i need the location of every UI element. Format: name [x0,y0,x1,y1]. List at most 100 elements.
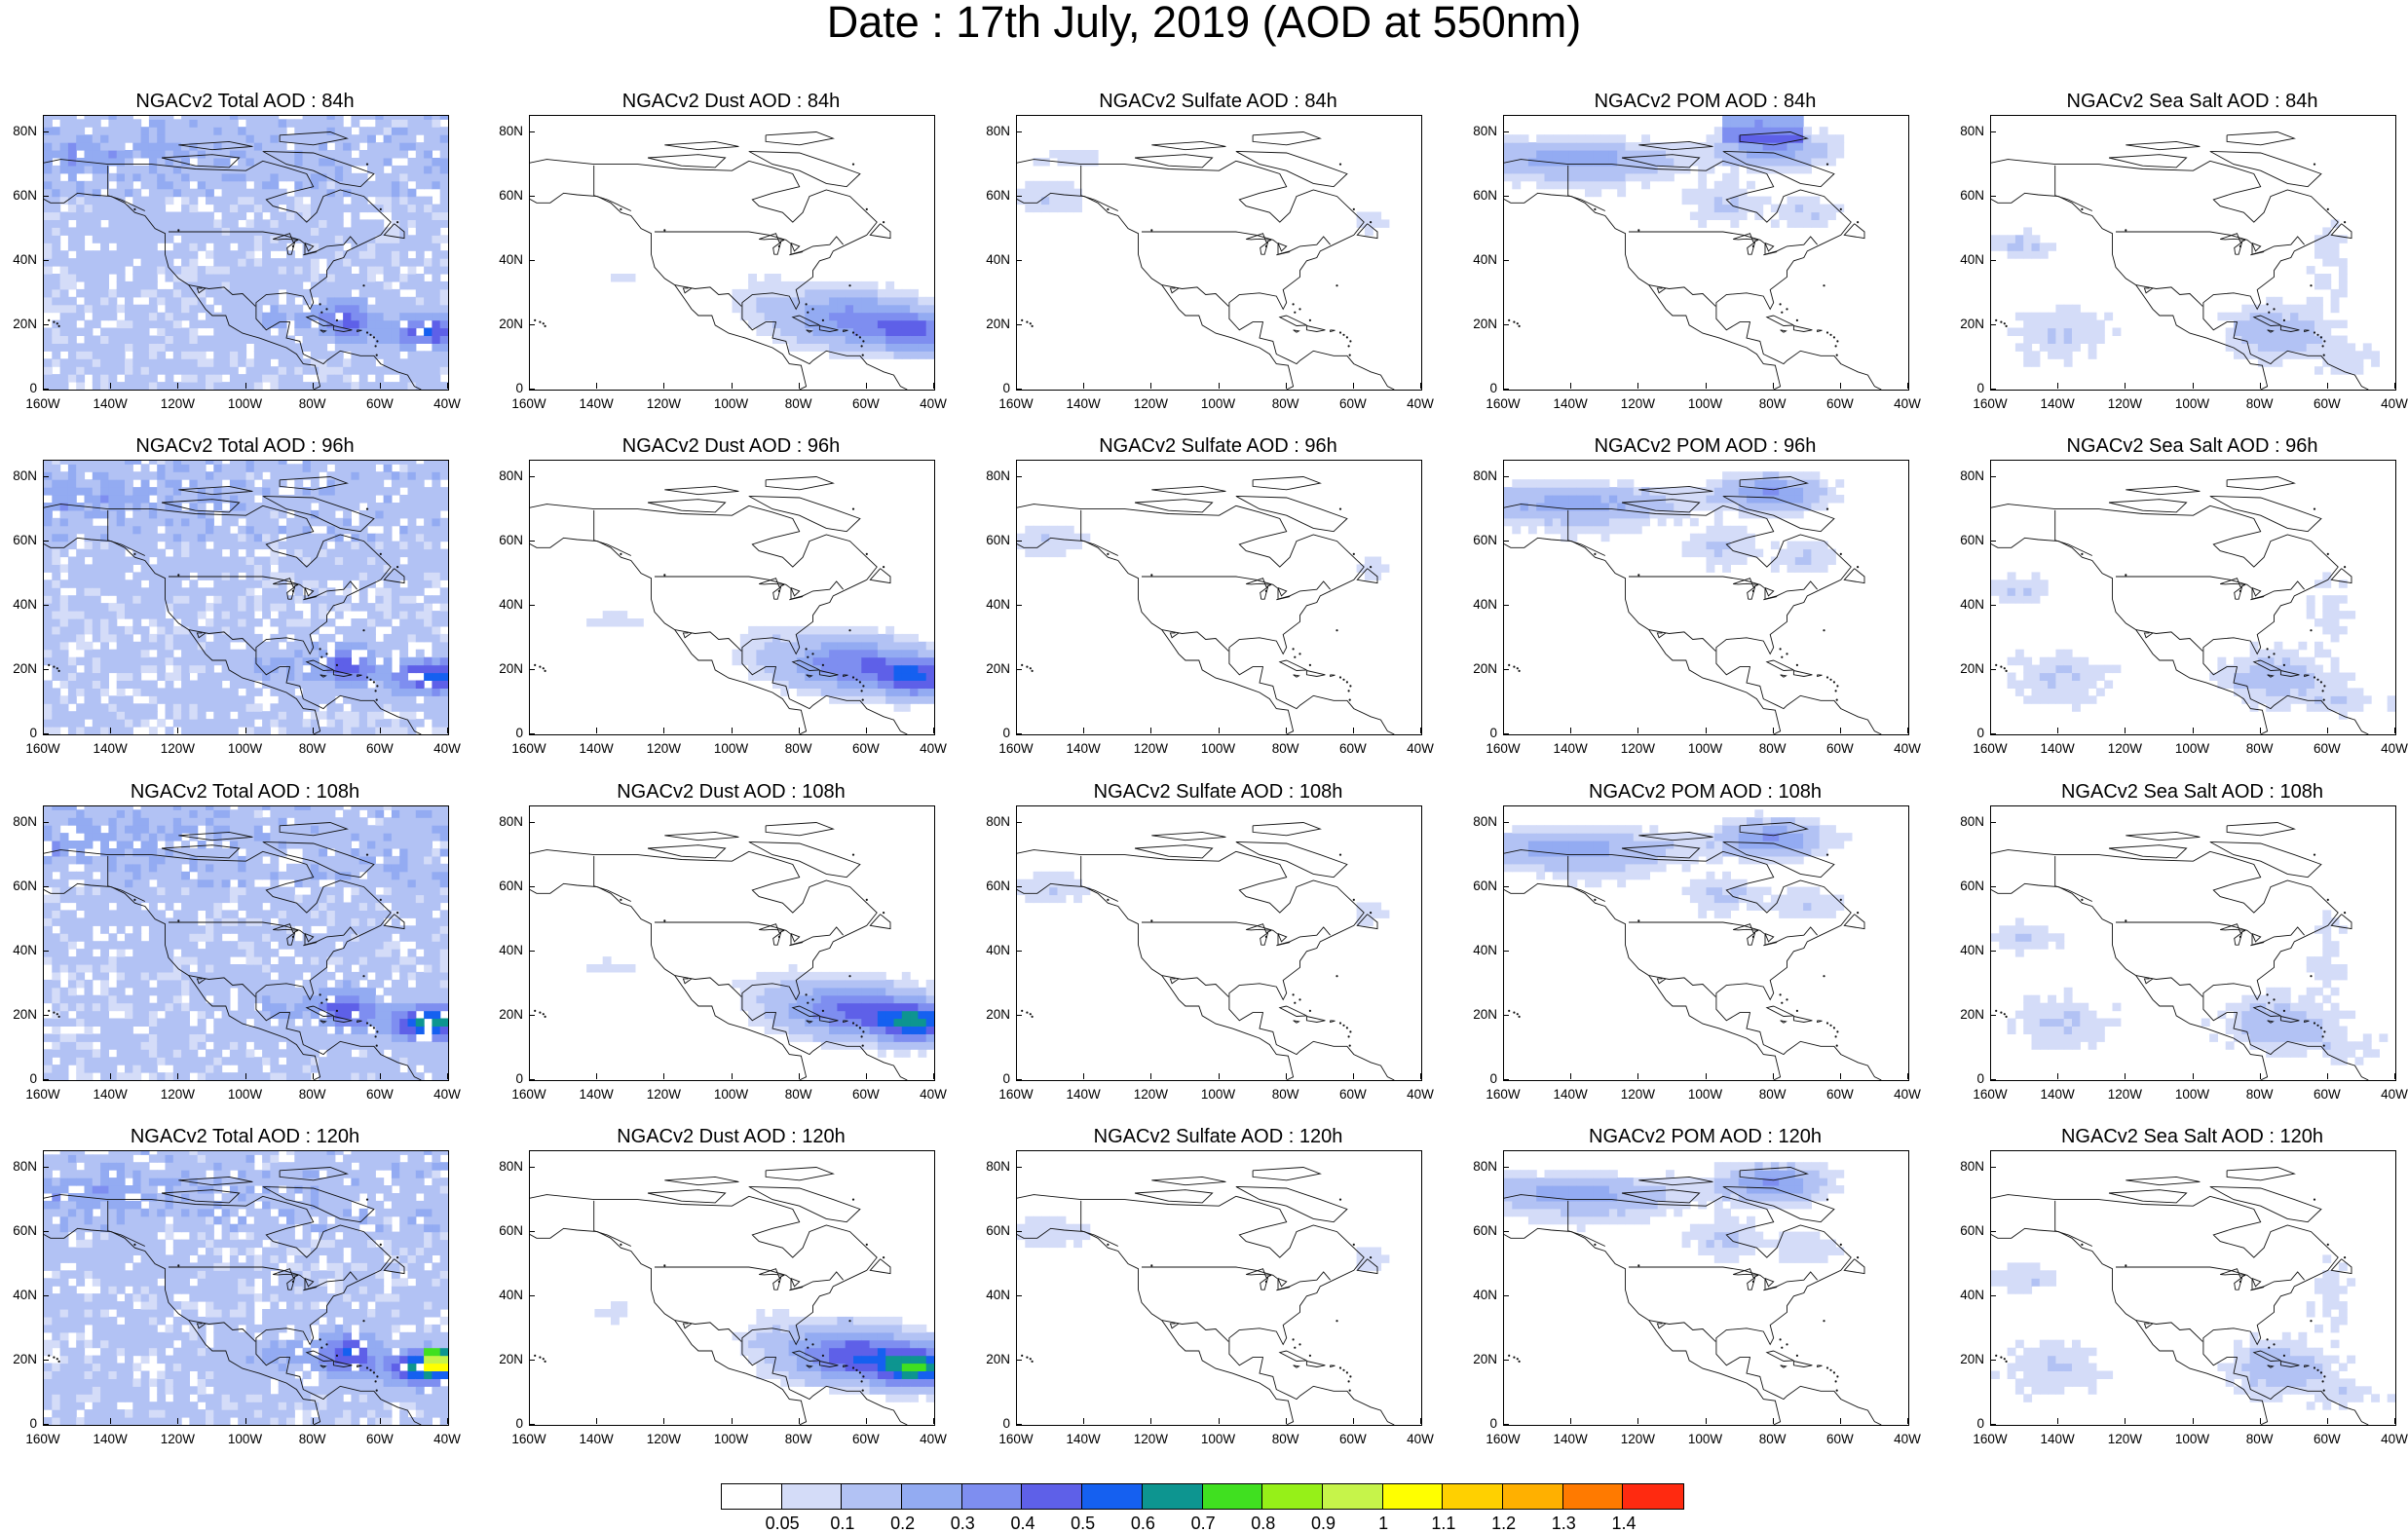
aod-map-svg [1991,1151,2395,1425]
y-tick-label: 0 [484,1417,523,1431]
y-tick-label: 40N [1458,598,1497,612]
x-tick-label: 80W [777,397,820,411]
y-tick [1016,886,1022,887]
x-tick-label: 80W [1751,742,1794,756]
panel-title: NGACv2 Sulfate AOD : 84h [1016,91,1420,112]
y-tick-label: 0 [1458,1072,1497,1086]
y-tick-label: 60N [0,189,37,203]
x-tick [245,1418,246,1424]
aod-map-svg [530,806,934,1080]
x-tick-label: 100W [1684,1088,1727,1102]
x-tick [2394,383,2395,389]
y-tick [1016,1360,1022,1361]
y-tick [1016,196,1022,197]
x-tick-label: 120W [642,1433,685,1446]
y-tick-label: 60N [1945,189,1984,203]
x-tick-label: 140W [1549,397,1592,411]
y-tick [43,541,49,542]
x-tick [1503,383,1504,389]
x-tick [2057,383,2058,389]
colorbar-label: 0.8 [1239,1514,1288,1533]
x-tick [1150,1073,1151,1079]
y-tick [1990,733,1996,734]
x-tick-label: 60W [1819,397,1862,411]
x-tick-label: 100W [2171,397,2214,411]
y-tick-label: 40N [971,253,1010,267]
y-tick-label: 60N [1945,879,1984,893]
y-tick-label: 60N [0,879,37,893]
y-tick [1990,669,1996,670]
x-tick-label: 140W [89,1088,132,1102]
x-tick-label: 160W [21,1088,64,1102]
x-tick [245,728,246,733]
x-tick-label: 80W [1264,1088,1307,1102]
map-plot-area [1503,805,1909,1081]
x-tick [177,728,178,733]
x-tick [1503,1073,1504,1079]
x-tick [1840,1073,1841,1079]
x-tick-label: 80W [2239,1088,2281,1102]
x-tick-label: 160W [1482,742,1524,756]
y-tick [1990,324,1996,325]
y-tick [1503,1231,1509,1232]
x-tick [1637,383,1638,389]
y-tick [43,669,49,670]
y-tick-label: 40N [971,944,1010,957]
x-tick [177,383,178,389]
map-plot-area [529,460,935,735]
y-tick [43,476,49,477]
y-tick-label: 60N [484,534,523,547]
x-tick-label: 120W [2103,742,2146,756]
y-tick [1990,1015,1996,1016]
x-tick [1083,1073,1084,1079]
x-tick-label: 100W [1197,397,1240,411]
x-tick-label: 60W [2306,1433,2349,1446]
y-tick-label: 20N [1945,1353,1984,1366]
x-tick [1570,1073,1571,1079]
x-tick-label: 160W [508,397,550,411]
x-tick-label: 160W [1482,397,1524,411]
panel-title: NGACv2 Sea Salt AOD : 108h [1990,781,2394,803]
x-tick-label: 160W [21,1433,64,1446]
x-tick-label: 60W [2306,397,2349,411]
x-tick [1286,1073,1287,1079]
y-tick [1016,822,1022,823]
aod-map-svg [1504,461,1908,734]
panel-title: NGACv2 POM AOD : 108h [1503,781,1907,803]
aod-shading [586,956,934,1058]
y-tick-label: 80N [484,815,523,829]
x-tick-label: 120W [156,742,199,756]
x-tick [1016,383,1017,389]
aod-shading [611,274,934,359]
x-tick [2193,728,2194,733]
x-tick [596,728,597,733]
panel-title: NGACv2 Sea Salt AOD : 120h [1990,1126,2394,1147]
x-tick [732,383,733,389]
y-tick-label: 0 [1458,1417,1497,1431]
aod-shading [44,806,448,1080]
x-tick-label: 140W [2036,397,2079,411]
x-tick [313,1073,314,1079]
y-tick-label: 60N [971,879,1010,893]
y-tick [43,1167,49,1168]
x-tick-label: 60W [358,1433,401,1446]
y-tick-label: 80N [971,815,1010,829]
y-tick-label: 80N [1945,469,1984,483]
map-plot-area [1016,460,1422,735]
panel-title: NGACv2 Dust AOD : 84h [529,91,933,112]
x-tick [529,1418,530,1424]
map-plot-area [1990,115,2396,391]
x-tick-label: 160W [1482,1433,1524,1446]
x-tick-label: 60W [1332,1088,1374,1102]
x-tick [1353,1073,1354,1079]
x-tick [43,728,44,733]
x-tick-label: 160W [995,1088,1037,1102]
colorbar-label: 0.7 [1179,1514,1227,1533]
x-tick [1083,1418,1084,1424]
x-tick-label: 80W [1751,397,1794,411]
aod-shading [1991,219,2380,374]
aod-shading [1504,1162,1844,1263]
x-tick [2057,1418,2058,1424]
panel-title: NGACv2 Total AOD : 108h [43,781,447,803]
x-tick [245,1073,246,1079]
